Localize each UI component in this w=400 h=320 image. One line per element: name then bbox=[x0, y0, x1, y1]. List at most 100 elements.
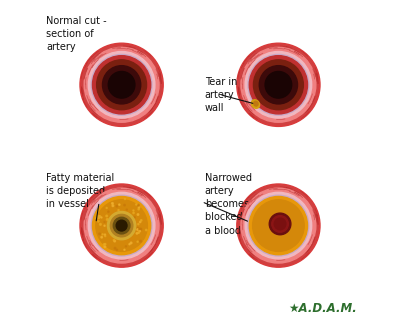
Circle shape bbox=[137, 241, 138, 242]
Circle shape bbox=[140, 220, 142, 221]
Circle shape bbox=[140, 228, 142, 230]
Circle shape bbox=[91, 195, 152, 256]
Circle shape bbox=[129, 244, 130, 245]
Circle shape bbox=[138, 204, 139, 206]
Circle shape bbox=[272, 216, 288, 232]
Circle shape bbox=[140, 240, 142, 242]
Circle shape bbox=[137, 214, 139, 215]
Circle shape bbox=[116, 220, 127, 231]
Circle shape bbox=[108, 212, 136, 240]
Circle shape bbox=[92, 56, 151, 114]
Circle shape bbox=[137, 228, 138, 230]
Circle shape bbox=[116, 205, 118, 207]
Circle shape bbox=[274, 218, 286, 230]
Text: Narrowed
artery
becomes
blocked by
a blood clot: Narrowed artery becomes blocked by a blo… bbox=[205, 173, 262, 236]
Circle shape bbox=[104, 221, 105, 222]
Circle shape bbox=[237, 43, 320, 126]
Ellipse shape bbox=[251, 100, 260, 108]
Circle shape bbox=[112, 203, 113, 204]
Circle shape bbox=[104, 244, 106, 245]
Circle shape bbox=[133, 210, 134, 211]
Circle shape bbox=[138, 207, 140, 208]
Circle shape bbox=[98, 217, 99, 219]
Circle shape bbox=[104, 246, 106, 248]
Circle shape bbox=[98, 220, 99, 222]
Ellipse shape bbox=[254, 101, 258, 106]
Circle shape bbox=[114, 240, 116, 242]
Circle shape bbox=[106, 207, 107, 209]
Circle shape bbox=[118, 210, 119, 211]
Circle shape bbox=[99, 233, 100, 235]
Circle shape bbox=[259, 66, 298, 104]
Circle shape bbox=[254, 60, 303, 110]
Circle shape bbox=[104, 244, 105, 245]
Circle shape bbox=[112, 205, 114, 207]
Circle shape bbox=[104, 225, 105, 226]
Circle shape bbox=[98, 217, 100, 218]
Circle shape bbox=[139, 230, 140, 232]
Circle shape bbox=[80, 43, 163, 126]
Circle shape bbox=[124, 198, 126, 200]
Circle shape bbox=[100, 223, 101, 225]
Circle shape bbox=[241, 188, 316, 263]
Circle shape bbox=[137, 227, 138, 229]
Circle shape bbox=[125, 246, 126, 247]
Circle shape bbox=[265, 71, 292, 98]
Circle shape bbox=[102, 66, 141, 104]
Circle shape bbox=[245, 52, 312, 118]
Circle shape bbox=[237, 184, 320, 267]
Circle shape bbox=[248, 54, 309, 115]
Circle shape bbox=[97, 60, 146, 110]
Text: Normal cut -
section of
artery: Normal cut - section of artery bbox=[46, 16, 107, 52]
Circle shape bbox=[238, 186, 318, 266]
Circle shape bbox=[110, 214, 133, 237]
Circle shape bbox=[241, 47, 316, 122]
Circle shape bbox=[82, 186, 162, 266]
Circle shape bbox=[130, 242, 132, 244]
Circle shape bbox=[138, 232, 139, 233]
Circle shape bbox=[136, 233, 138, 234]
Circle shape bbox=[269, 213, 291, 235]
Circle shape bbox=[140, 221, 141, 223]
Circle shape bbox=[138, 208, 140, 210]
Circle shape bbox=[104, 234, 106, 235]
Circle shape bbox=[119, 204, 120, 205]
Circle shape bbox=[133, 212, 134, 214]
Circle shape bbox=[88, 52, 155, 118]
Circle shape bbox=[80, 184, 163, 267]
Circle shape bbox=[114, 247, 116, 249]
Circle shape bbox=[138, 232, 139, 233]
Circle shape bbox=[238, 45, 318, 125]
Circle shape bbox=[82, 45, 162, 125]
Text: Fatty material
is deposited
in vessel wall: Fatty material is deposited in vessel wa… bbox=[46, 173, 115, 209]
Circle shape bbox=[138, 224, 139, 225]
Circle shape bbox=[84, 47, 159, 122]
Circle shape bbox=[102, 234, 103, 235]
Circle shape bbox=[113, 217, 130, 234]
Circle shape bbox=[106, 215, 108, 217]
Circle shape bbox=[91, 54, 152, 115]
Circle shape bbox=[249, 196, 308, 255]
Circle shape bbox=[106, 219, 108, 220]
Circle shape bbox=[99, 216, 101, 217]
Text: Tear in
artery
wall: Tear in artery wall bbox=[205, 77, 237, 113]
Circle shape bbox=[139, 228, 140, 230]
Circle shape bbox=[249, 56, 308, 114]
Text: ★A.D.A.M.: ★A.D.A.M. bbox=[288, 302, 357, 315]
Circle shape bbox=[116, 249, 118, 251]
Circle shape bbox=[124, 249, 125, 250]
Circle shape bbox=[88, 192, 155, 259]
Circle shape bbox=[136, 204, 137, 205]
Circle shape bbox=[101, 217, 102, 218]
Circle shape bbox=[126, 209, 127, 210]
Circle shape bbox=[113, 239, 114, 241]
Circle shape bbox=[253, 200, 304, 252]
Circle shape bbox=[146, 229, 147, 231]
Circle shape bbox=[248, 195, 309, 256]
Circle shape bbox=[84, 188, 159, 263]
Circle shape bbox=[92, 196, 151, 255]
Circle shape bbox=[245, 192, 312, 259]
Circle shape bbox=[108, 211, 109, 212]
Circle shape bbox=[101, 236, 102, 238]
Circle shape bbox=[98, 215, 99, 217]
